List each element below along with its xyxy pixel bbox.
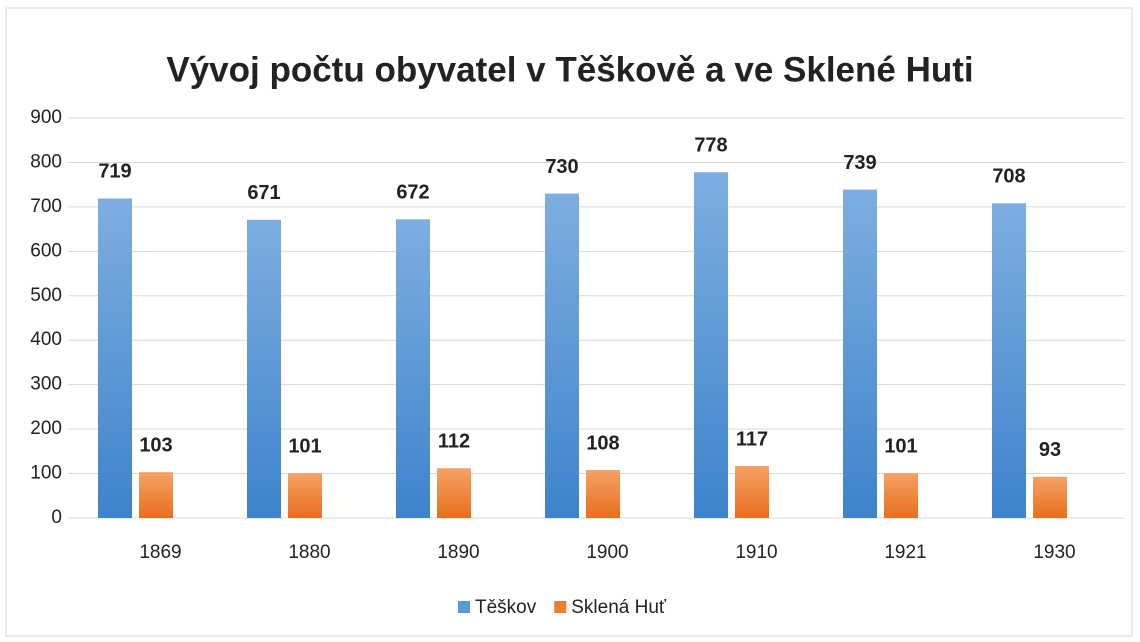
x-tick-label: 1930 <box>1033 542 1075 563</box>
bar <box>586 470 620 518</box>
bar <box>437 468 471 518</box>
value-label: 112 <box>438 431 470 453</box>
bar <box>992 203 1026 519</box>
x-tick-label: 1880 <box>288 542 330 563</box>
y-tick-label: 700 <box>30 196 62 217</box>
value-label: 93 <box>1039 439 1061 461</box>
bar <box>735 466 769 518</box>
x-tick-label: 1890 <box>437 542 479 563</box>
x-tick-label: 1910 <box>735 542 777 563</box>
value-label: 101 <box>884 435 917 457</box>
value-label: 739 <box>843 152 876 174</box>
bar <box>694 172 728 518</box>
y-tick-label: 800 <box>30 151 62 172</box>
y-tick-label: 200 <box>30 418 62 439</box>
x-tick-label: 1869 <box>139 542 181 563</box>
bar <box>843 189 877 519</box>
bar <box>288 473 322 518</box>
bar <box>396 219 430 519</box>
value-label: 719 <box>98 161 131 183</box>
bar <box>139 472 173 518</box>
value-label: 101 <box>288 435 321 457</box>
value-label: 730 <box>545 156 578 178</box>
value-label: 103 <box>139 435 172 457</box>
value-label: 671 <box>247 182 280 204</box>
y-tick-label: 400 <box>30 329 62 350</box>
legend-label: Sklená Huť <box>571 597 667 618</box>
y-tick-label: 0 <box>51 507 62 528</box>
y-tick-label: 300 <box>30 374 62 395</box>
chart-title: Vývoj počtu obyvatel v Těškově a ve Skle… <box>166 50 973 89</box>
legend-swatch <box>458 601 470 613</box>
x-tick-label: 1921 <box>884 542 926 563</box>
value-label: 672 <box>396 182 429 204</box>
bar <box>545 193 579 519</box>
bar <box>247 219 281 518</box>
bar <box>98 198 132 518</box>
y-tick-label: 100 <box>30 463 62 484</box>
value-label: 108 <box>586 432 619 454</box>
bar <box>884 473 918 518</box>
value-label: 117 <box>736 428 768 450</box>
value-label: 708 <box>992 166 1025 188</box>
x-tick-label: 1900 <box>586 542 628 563</box>
y-tick-label: 500 <box>30 285 62 306</box>
legend-label: Těškov <box>475 597 537 618</box>
y-tick-label: 600 <box>30 240 62 261</box>
legend-swatch <box>554 601 567 613</box>
y-tick-label: 900 <box>30 107 62 128</box>
bar <box>1033 476 1067 518</box>
value-label: 778 <box>694 135 727 157</box>
